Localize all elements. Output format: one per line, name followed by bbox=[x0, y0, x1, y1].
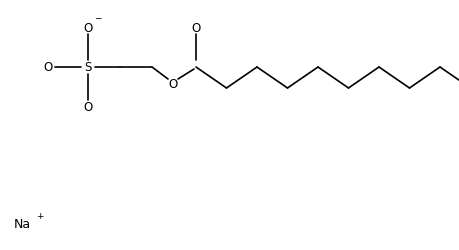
Text: O: O bbox=[168, 78, 177, 91]
Text: −: − bbox=[94, 14, 101, 22]
Text: +: + bbox=[36, 212, 44, 220]
Text: O: O bbox=[191, 22, 200, 34]
Text: O: O bbox=[43, 61, 52, 74]
Text: Na: Na bbox=[14, 218, 31, 230]
Text: O: O bbox=[83, 22, 92, 34]
Text: O: O bbox=[83, 101, 92, 114]
Text: S: S bbox=[84, 61, 91, 74]
